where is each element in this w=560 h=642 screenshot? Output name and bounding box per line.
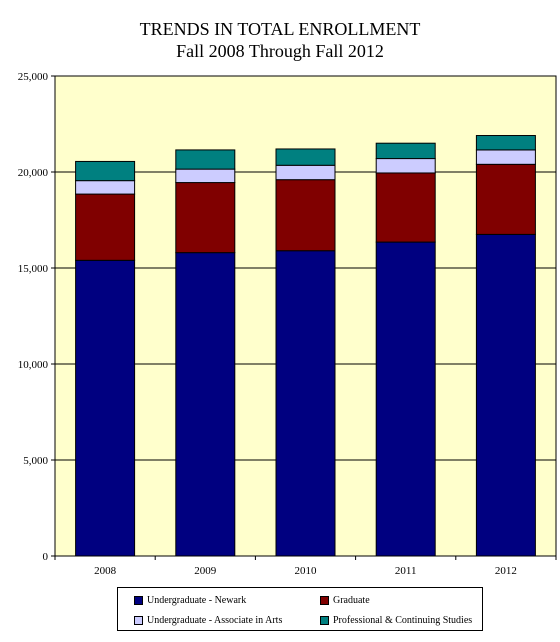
bar-2012-series-0 — [475, 233, 536, 557]
bar-2012-series-2 — [475, 149, 536, 165]
x-tick-label: 2012 — [495, 565, 517, 577]
legend-label: Undergraduate - Associate in Arts — [147, 614, 283, 626]
x-axis-ticks: 2008 2009 2010 2011 2012 — [54, 556, 557, 577]
y-tick-label: 5,000 — [23, 455, 48, 467]
legend-label: Undergraduate - Newark — [147, 594, 247, 606]
y-tick-label: 15,000 — [18, 263, 49, 275]
legend-item-associate-arts: Undergraduate - Associate in Arts — [134, 610, 320, 630]
legend: Undergraduate - Newark Graduate Undergra… — [117, 587, 483, 631]
bar-2010-series-1 — [275, 179, 336, 252]
legend-swatch — [320, 595, 329, 605]
legend-item-undergraduate-newark: Undergraduate - Newark — [134, 590, 320, 610]
bar-2010-series-0 — [275, 250, 336, 557]
bar-2012-series-1 — [475, 163, 536, 235]
legend-swatch — [134, 595, 143, 605]
y-tick-label: 25,000 — [18, 71, 49, 83]
bar-2012-series-3 — [475, 135, 536, 151]
y-tick-label: 10,000 — [18, 359, 49, 371]
x-tick-label: 2008 — [94, 565, 117, 577]
legend-swatch — [134, 615, 143, 625]
bar-2009-series-1 — [175, 182, 236, 254]
x-tick-label: 2011 — [395, 565, 417, 577]
bar-2010-series-3 — [275, 148, 336, 166]
bar-2009-series-2 — [175, 168, 236, 184]
bars — [75, 135, 536, 557]
y-tick-label: 20,000 — [18, 167, 49, 179]
bar-2009-series-3 — [175, 149, 236, 170]
bar-2008-series-0 — [75, 259, 136, 557]
legend-item-professional: Professional & Continuing Studies — [320, 610, 498, 630]
legend-label: Professional & Continuing Studies — [333, 614, 473, 626]
legend-label: Graduate — [333, 594, 370, 606]
bar-2011-series-3 — [375, 142, 436, 160]
x-tick-label: 2009 — [194, 565, 217, 577]
legend-swatch — [320, 615, 329, 625]
bar-2008-series-2 — [75, 180, 136, 195]
chart-subtitle: Fall 2008 Through Fall 2012 — [176, 41, 384, 61]
bar-2011-series-1 — [375, 172, 436, 243]
bar-2010-series-2 — [275, 164, 336, 181]
bar-2011-series-0 — [375, 241, 436, 557]
bar-2008-series-1 — [75, 193, 136, 261]
legend-item-graduate: Graduate — [320, 590, 498, 610]
y-tick-label: 0 — [43, 551, 49, 563]
y-axis-ticks: 0 5,000 10,000 15,000 20,000 25,000 — [18, 71, 55, 563]
chart-title: TRENDS IN TOTAL ENROLLMENT — [139, 19, 421, 39]
title-block: TRENDS IN TOTAL ENROLLMENT Fall 2008 Thr… — [0, 18, 560, 62]
x-tick-label: 2010 — [295, 565, 318, 577]
bar-2011-series-2 — [375, 158, 436, 174]
bar-2009-series-0 — [175, 252, 236, 557]
bar-2008-series-3 — [75, 160, 136, 182]
